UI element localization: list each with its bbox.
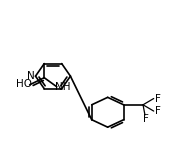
Text: NH: NH bbox=[55, 82, 70, 92]
Text: F: F bbox=[155, 106, 161, 116]
Text: N: N bbox=[27, 71, 35, 81]
Text: F: F bbox=[155, 94, 161, 103]
Text: F: F bbox=[143, 114, 149, 124]
Text: HO: HO bbox=[16, 79, 32, 89]
